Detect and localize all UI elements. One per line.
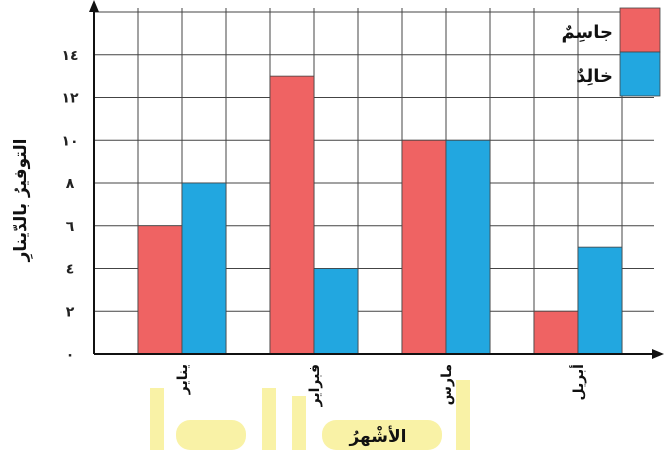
legend-label-khalid: خالِدٌ — [576, 66, 613, 87]
y-tick-label: ٨ — [66, 176, 75, 192]
bar-jasim-3 — [533, 310, 579, 355]
axes-group — [89, 0, 664, 359]
bar-jasim-2 — [401, 139, 447, 355]
x-category-label: فبراير — [307, 364, 323, 407]
bar-khalid-3 — [577, 246, 623, 355]
y-axis-title: التوفيرُ بالدّينارِ — [11, 139, 34, 263]
x-category-label: مارس — [439, 364, 455, 405]
x-category-labels: يناير فبراير مارس أبريل — [175, 364, 587, 407]
bars-group — [137, 75, 623, 355]
y-tick-label: ٠ — [66, 347, 75, 363]
x-category-label: أبريل — [569, 364, 587, 401]
y-tick-label: ٦ — [66, 219, 75, 235]
x-axis-arrow — [652, 349, 664, 359]
bar-khalid-1 — [313, 268, 359, 355]
y-tick-label: ١٠ — [61, 133, 78, 149]
legend-swatch-jasim — [619, 7, 661, 53]
bar-jasim-1 — [269, 75, 315, 355]
bar-khalid-0 — [181, 182, 227, 355]
x-axis-title: الأشْهرُ — [348, 425, 406, 447]
watermark-logo — [150, 380, 470, 450]
y-tick-label: ٢ — [66, 304, 75, 320]
y-tick-labels: ٠ ٢ ٤ ٦ ٨ ١٠ ١٢ ١٤ — [61, 48, 79, 363]
y-tick-label: ٤ — [66, 262, 75, 278]
x-category-label: يناير — [175, 364, 191, 395]
legend-label-jasim: جاسِمٌ — [561, 22, 613, 43]
bar-jasim-0 — [137, 225, 183, 355]
legend-swatch-khalid — [619, 51, 661, 97]
legend: جاسِمٌ خالِدٌ — [561, 7, 661, 97]
y-axis-arrow — [89, 0, 99, 12]
y-tick-label: ١٤ — [61, 48, 78, 64]
bar-khalid-2 — [445, 139, 491, 355]
y-tick-label: ١٢ — [61, 91, 79, 107]
